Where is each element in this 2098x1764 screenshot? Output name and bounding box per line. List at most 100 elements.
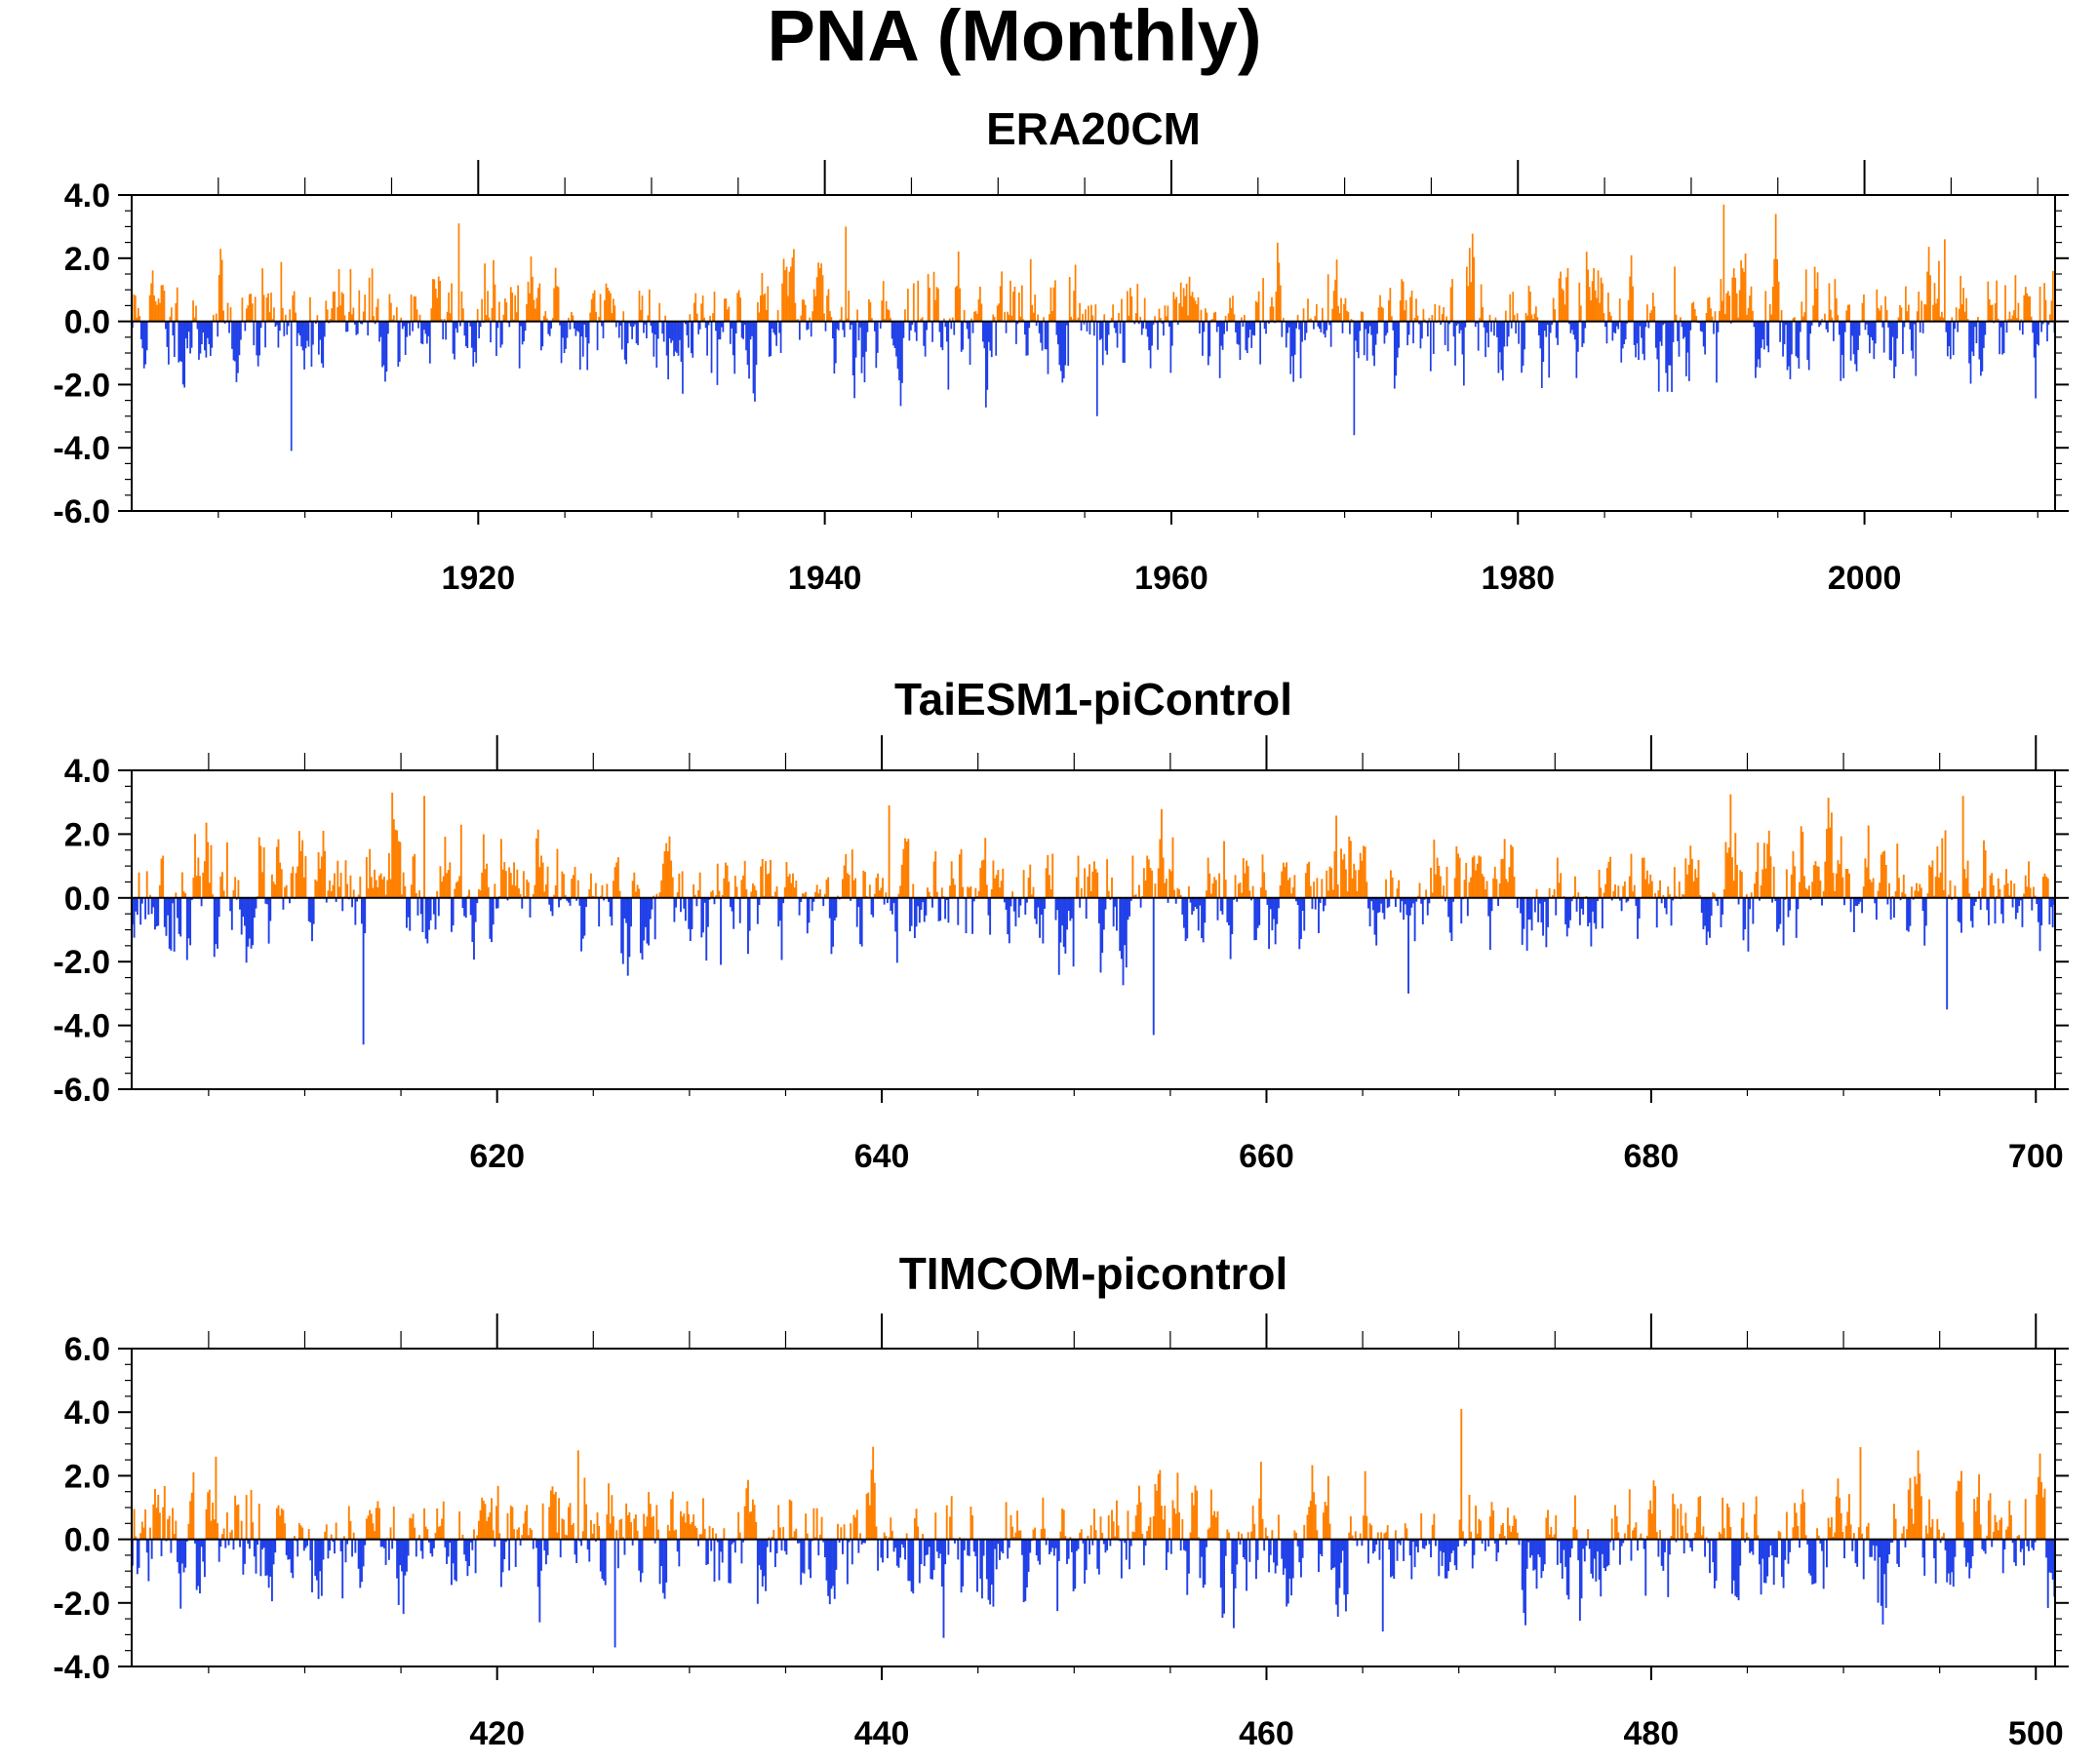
bar bbox=[275, 846, 278, 898]
bar bbox=[1864, 858, 1867, 898]
bar bbox=[410, 884, 413, 898]
bar bbox=[1470, 877, 1473, 898]
bar bbox=[1067, 1539, 1070, 1559]
bar bbox=[1841, 321, 1843, 356]
bar bbox=[1367, 321, 1370, 333]
bar bbox=[1268, 1539, 1271, 1573]
x-tick-label: 680 bbox=[1624, 1138, 1680, 1175]
bar bbox=[1407, 897, 1409, 994]
bar bbox=[1107, 890, 1110, 898]
bar bbox=[218, 897, 220, 918]
bar bbox=[549, 1490, 552, 1540]
bar bbox=[375, 1508, 377, 1540]
bar bbox=[970, 885, 972, 898]
bar bbox=[1677, 321, 1679, 341]
bar bbox=[518, 1527, 520, 1540]
bar bbox=[537, 288, 539, 322]
bar bbox=[888, 310, 891, 322]
bar bbox=[1122, 321, 1125, 363]
bar bbox=[1112, 897, 1115, 927]
bar bbox=[1814, 861, 1817, 898]
bar bbox=[247, 897, 250, 947]
bar bbox=[163, 291, 166, 322]
bar bbox=[1795, 1512, 1798, 1540]
bar bbox=[340, 292, 343, 322]
bar bbox=[571, 879, 574, 898]
bar bbox=[626, 1515, 629, 1540]
bar bbox=[1246, 1539, 1248, 1591]
bar bbox=[1904, 1539, 1907, 1548]
bar bbox=[1690, 302, 1693, 322]
bar bbox=[554, 885, 557, 898]
bar bbox=[726, 865, 729, 898]
bar bbox=[395, 306, 398, 322]
bar bbox=[1852, 897, 1855, 932]
bar bbox=[399, 842, 402, 898]
bar bbox=[436, 297, 439, 322]
bar bbox=[1162, 1519, 1165, 1540]
bar bbox=[1481, 1539, 1484, 1545]
bar bbox=[1921, 321, 1924, 333]
bar bbox=[1389, 288, 1392, 322]
bar bbox=[427, 321, 430, 336]
bar bbox=[1223, 1539, 1225, 1614]
bar bbox=[989, 321, 992, 351]
bar bbox=[1605, 1539, 1608, 1567]
bar bbox=[945, 897, 948, 901]
bar bbox=[194, 1539, 196, 1544]
bar bbox=[1380, 897, 1383, 904]
bar bbox=[1168, 321, 1170, 327]
bar bbox=[1707, 297, 1709, 322]
bar bbox=[1577, 892, 1580, 898]
bar bbox=[1954, 1539, 1957, 1557]
bar bbox=[1938, 1529, 1940, 1540]
bar bbox=[1833, 321, 1835, 341]
bar bbox=[2013, 883, 2016, 898]
bar bbox=[1084, 868, 1087, 898]
bar bbox=[1291, 1539, 1294, 1579]
bar bbox=[1051, 1539, 1054, 1548]
bar bbox=[857, 321, 860, 341]
bar bbox=[814, 295, 816, 322]
bar bbox=[2001, 1539, 2004, 1574]
bar bbox=[1547, 897, 1549, 927]
bar bbox=[927, 1539, 929, 1555]
bar bbox=[204, 321, 206, 351]
bar bbox=[1077, 1539, 1080, 1549]
bar bbox=[454, 888, 456, 898]
bar bbox=[176, 287, 178, 322]
bar bbox=[1218, 321, 1221, 378]
bar bbox=[1894, 1518, 1897, 1540]
bar bbox=[1689, 321, 1692, 331]
bar bbox=[1461, 321, 1464, 355]
bar bbox=[553, 1494, 556, 1540]
bar bbox=[1800, 826, 1802, 898]
bar bbox=[1994, 302, 1997, 322]
bar bbox=[921, 317, 924, 322]
bar bbox=[1889, 1539, 1892, 1543]
bar bbox=[1623, 881, 1626, 898]
bar bbox=[1168, 1527, 1171, 1540]
bar bbox=[742, 1539, 744, 1543]
bar bbox=[1324, 1501, 1326, 1540]
bar bbox=[1079, 1532, 1082, 1540]
bar bbox=[1061, 321, 1064, 383]
bar bbox=[601, 321, 603, 327]
bar bbox=[1605, 321, 1608, 344]
bar bbox=[215, 1456, 218, 1540]
bar bbox=[1951, 1539, 1954, 1573]
bar bbox=[1429, 321, 1432, 372]
bar bbox=[1891, 1539, 1894, 1543]
bar bbox=[1002, 1539, 1005, 1554]
bar bbox=[1769, 1539, 1772, 1546]
bar bbox=[1735, 1539, 1738, 1598]
bar bbox=[738, 897, 741, 923]
bar bbox=[1627, 299, 1630, 322]
bar bbox=[2009, 1514, 2012, 1540]
bar bbox=[806, 897, 809, 934]
bar bbox=[1278, 262, 1281, 322]
bar bbox=[628, 1511, 631, 1540]
bar bbox=[1159, 1470, 1162, 1540]
bar bbox=[1607, 861, 1610, 898]
bar bbox=[697, 321, 700, 334]
